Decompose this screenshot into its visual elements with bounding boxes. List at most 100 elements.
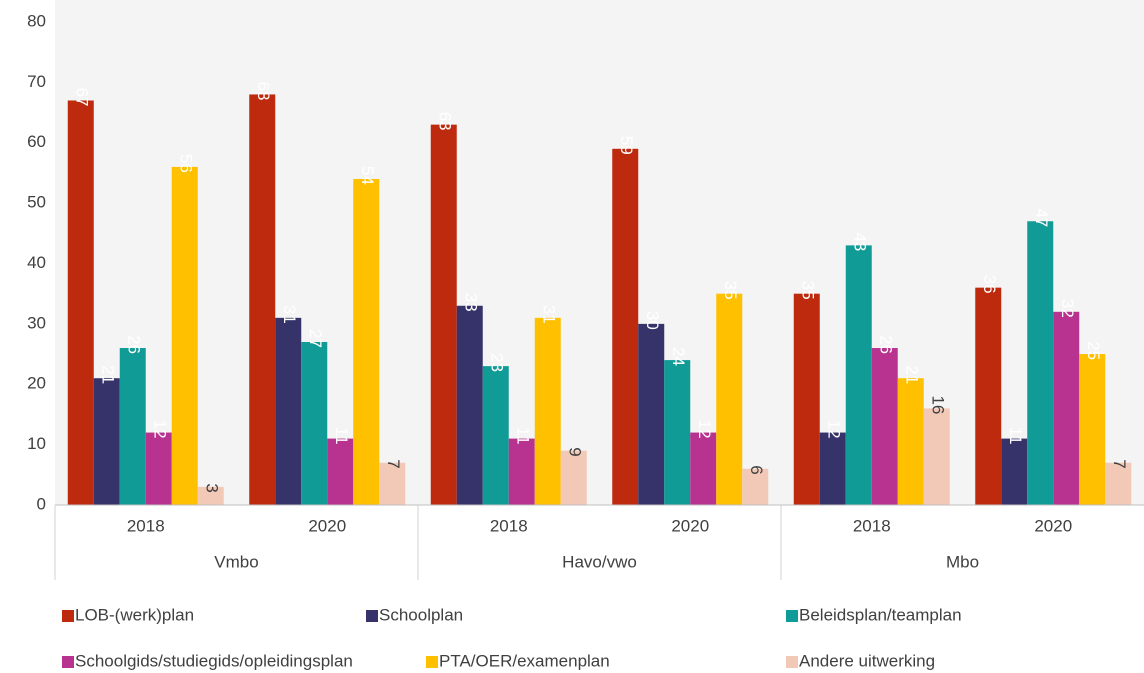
y-tick-label: 20: [27, 374, 46, 393]
value-label: 16: [928, 395, 947, 414]
legend-label: LOB-(werk)plan: [75, 605, 194, 624]
y-tick-label: 30: [27, 313, 46, 332]
bar: [897, 378, 924, 505]
bar: [508, 438, 535, 505]
x-tick-label: 2018: [490, 516, 528, 535]
bar: [249, 94, 276, 505]
group-label: Vmbo: [214, 552, 258, 571]
group-label: Mbo: [946, 552, 979, 571]
value-label: 7: [384, 459, 403, 468]
bar: [1001, 438, 1028, 505]
value-label: 9: [565, 447, 584, 456]
value-label: 63: [435, 112, 454, 131]
value-label: 21: [98, 365, 117, 384]
value-label: 35: [721, 281, 740, 300]
bar: [119, 348, 146, 505]
value-label: 26: [124, 335, 143, 354]
bar: [275, 317, 302, 505]
bar: [327, 438, 354, 505]
bar: [716, 293, 743, 505]
value-label: 35: [798, 281, 817, 300]
bar: [145, 432, 172, 505]
value-label: 67: [72, 88, 91, 107]
bar: [353, 178, 380, 505]
legend-swatch: [62, 656, 74, 668]
bar: [871, 348, 898, 505]
value-label: 21: [902, 365, 921, 384]
legend-swatch: [426, 656, 438, 668]
value-label: 33: [461, 293, 480, 312]
bar: [819, 432, 846, 505]
value-label: 11: [513, 427, 532, 445]
value-label: 27: [306, 329, 325, 348]
value-label: 59: [617, 136, 636, 155]
value-label: 56: [176, 154, 195, 173]
value-label: 24: [669, 347, 688, 366]
value-label: 12: [824, 420, 843, 439]
value-label: 43: [850, 232, 869, 251]
y-tick-label: 50: [27, 193, 46, 212]
value-label: 11: [332, 427, 351, 445]
value-label: 12: [695, 420, 714, 439]
y-tick-label: 0: [37, 494, 46, 513]
bar: [67, 100, 94, 506]
value-label: 25: [1084, 341, 1103, 360]
legend-label: PTA/OER/examenplan: [439, 651, 610, 670]
legend-swatch: [62, 610, 74, 622]
x-tick-label: 2018: [853, 516, 891, 535]
bar: [456, 305, 483, 505]
bar: [742, 468, 769, 505]
value-label: 68: [254, 82, 273, 101]
bar: [1079, 354, 1106, 505]
value-label: 36: [980, 275, 999, 294]
bar: [93, 378, 120, 505]
legend-swatch: [786, 610, 798, 622]
legend-swatch: [366, 610, 378, 622]
y-tick-label: 60: [27, 132, 46, 151]
bar: [923, 408, 950, 505]
legend-swatch: [786, 656, 798, 668]
value-label: 7: [1110, 459, 1129, 468]
x-tick-label: 2020: [1034, 516, 1072, 535]
value-label: 12: [150, 420, 169, 439]
bar: [171, 166, 198, 505]
bar: [638, 323, 665, 505]
x-tick-label: 2020: [308, 516, 346, 535]
legend-label: Schoolplan: [379, 605, 463, 624]
bar: [560, 450, 587, 505]
bar: [1053, 311, 1080, 505]
bar: [1105, 462, 1132, 505]
value-label: 11: [1006, 427, 1025, 445]
value-label: 47: [1032, 208, 1051, 227]
plot-area: [55, 0, 1144, 505]
y-tick-label: 70: [27, 72, 46, 91]
bar: [612, 148, 639, 505]
bar: [430, 124, 457, 505]
bar: [197, 486, 224, 505]
bar: [1027, 221, 1054, 506]
bar: [690, 432, 717, 505]
legend-label: Andere uitwerking: [799, 651, 935, 670]
legend-label: Beleidsplan/teamplan: [799, 605, 962, 624]
bar: [975, 287, 1002, 505]
value-label: 26: [876, 335, 895, 354]
value-label: 31: [280, 305, 299, 324]
value-label: 31: [539, 305, 558, 324]
group-label: Havo/vwo: [562, 552, 637, 571]
value-label: 54: [358, 166, 377, 185]
value-label: 6: [747, 465, 766, 474]
x-tick-label: 2018: [127, 516, 165, 535]
bar: [845, 245, 872, 505]
value-label: 32: [1058, 299, 1077, 318]
bar: [301, 341, 328, 505]
bar: [793, 293, 820, 505]
bar: [664, 360, 691, 505]
bar: [534, 317, 561, 505]
bar: [482, 366, 509, 505]
legend-label: Schoolgids/studiegids/opleidingsplan: [75, 651, 353, 670]
y-tick-label: 80: [27, 11, 46, 30]
y-tick-label: 10: [27, 434, 46, 453]
value-label: 3: [202, 483, 221, 492]
value-label: 23: [487, 353, 506, 372]
